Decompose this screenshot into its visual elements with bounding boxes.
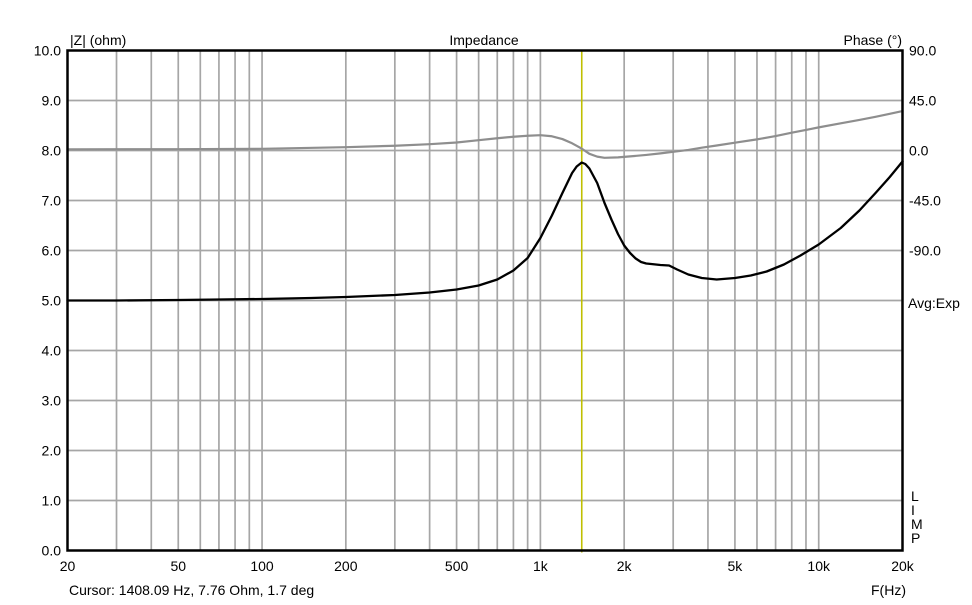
x-tick-label: 20 <box>60 558 76 574</box>
y-left-tick-label: 4.0 <box>42 343 62 359</box>
gridlines <box>67 50 903 551</box>
x-tick-label: 100 <box>250 558 274 574</box>
y-left-tick-label: 1.0 <box>42 493 62 509</box>
app-name-vertical: L I M P <box>911 488 923 546</box>
y-left-tick-label: 9.0 <box>42 93 62 109</box>
y-right-tick-label: -90.0 <box>909 243 941 259</box>
x-axis-unit-label: F(Hz) <box>871 582 906 598</box>
y-left-tick-label: 7.0 <box>42 193 62 209</box>
y-right-tick-label: -45.0 <box>909 193 941 209</box>
right-axis-title: Phase (°) <box>843 32 902 48</box>
averaging-mode-label: Avg:Exp <box>908 295 960 311</box>
x-tick-label: 5k <box>728 558 744 574</box>
limp-letter: L <box>911 488 919 504</box>
y-left-tick-label: 5.0 <box>42 293 62 309</box>
cursor-readout: Cursor: 1408.09 Hz, 7.76 Ohm, 1.7 deg <box>69 582 315 598</box>
x-tick-label: 500 <box>445 558 469 574</box>
x-tick-label: 200 <box>334 558 358 574</box>
plot-area[interactable] <box>68 51 903 551</box>
y-right-tick-label: 90.0 <box>909 43 936 59</box>
x-tick-label: 50 <box>170 558 186 574</box>
y-left-tick-label: 2.0 <box>42 443 62 459</box>
left-axis-title: |Z| (ohm) <box>70 32 127 48</box>
phase-curve <box>66 109 904 159</box>
limp-letter: I <box>911 502 915 518</box>
x-tick-label: 20k <box>891 558 915 574</box>
axis-tick-labels: 10.0 9.0 8.0 7.0 6.0 5.0 4.0 3.0 2.0 1.0 0.0 90.0 45… <box>34 43 941 575</box>
chart-title: Impedance <box>449 32 519 48</box>
y-left-tick-label: 0.0 <box>42 543 62 559</box>
limp-letter: P <box>911 530 921 546</box>
x-tick-label: 2k <box>617 558 633 574</box>
plot-border <box>66 49 904 552</box>
plot-frame <box>66 49 904 552</box>
impedance-curve <box>66 160 904 302</box>
y-left-tick-label: 10.0 <box>34 43 61 59</box>
curves <box>66 109 904 302</box>
limp-letter: M <box>911 516 923 532</box>
x-tick-label: 10k <box>807 558 831 574</box>
y-left-tick-label: 8.0 <box>42 143 62 159</box>
y-left-tick-label: 3.0 <box>42 393 62 409</box>
y-right-tick-label: 45.0 <box>909 93 936 109</box>
y-left-tick-label: 6.0 <box>42 243 62 259</box>
y-right-tick-label: 0.0 <box>909 143 929 159</box>
x-tick-label: 1k <box>533 558 549 574</box>
